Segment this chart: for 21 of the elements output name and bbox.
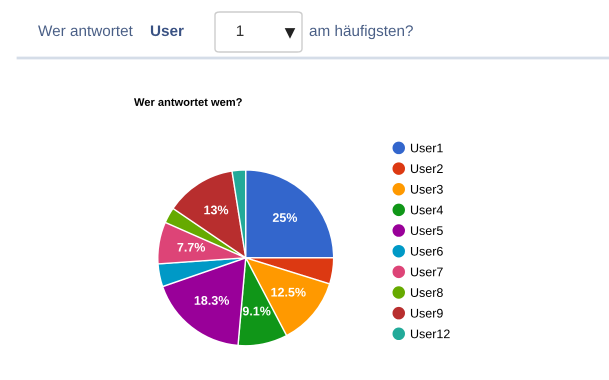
- legend-label: User5: [410, 226, 443, 236]
- legend-label: User3: [410, 184, 443, 194]
- data-label: 7.7%: [177, 242, 206, 252]
- legend-label: User9: [410, 308, 443, 318]
- text: User: [150, 25, 184, 36]
- data-label: 18.3%: [194, 296, 230, 305]
- legend-label: User12: [410, 329, 450, 338]
- data-label: 25%: [272, 213, 298, 222]
- text: am häufigsten?: [310, 24, 413, 40]
- legend-label: User2: [410, 164, 443, 174]
- legend-label: User6: [410, 246, 443, 256]
- text: 1: [236, 25, 244, 36]
- data-label: 9.1%: [242, 306, 271, 316]
- legend-label: User7: [410, 268, 443, 276]
- legend-label: User4: [410, 206, 443, 214]
- text: Wer antwortet: [38, 25, 133, 36]
- data-label: 12.5%: [271, 288, 306, 297]
- data-label: 13%: [204, 206, 228, 214]
- legend-label: User1: [410, 144, 443, 152]
- legend-label: User8: [410, 288, 443, 297]
- chart-title: Wer antwortet wem?: [134, 98, 242, 106]
